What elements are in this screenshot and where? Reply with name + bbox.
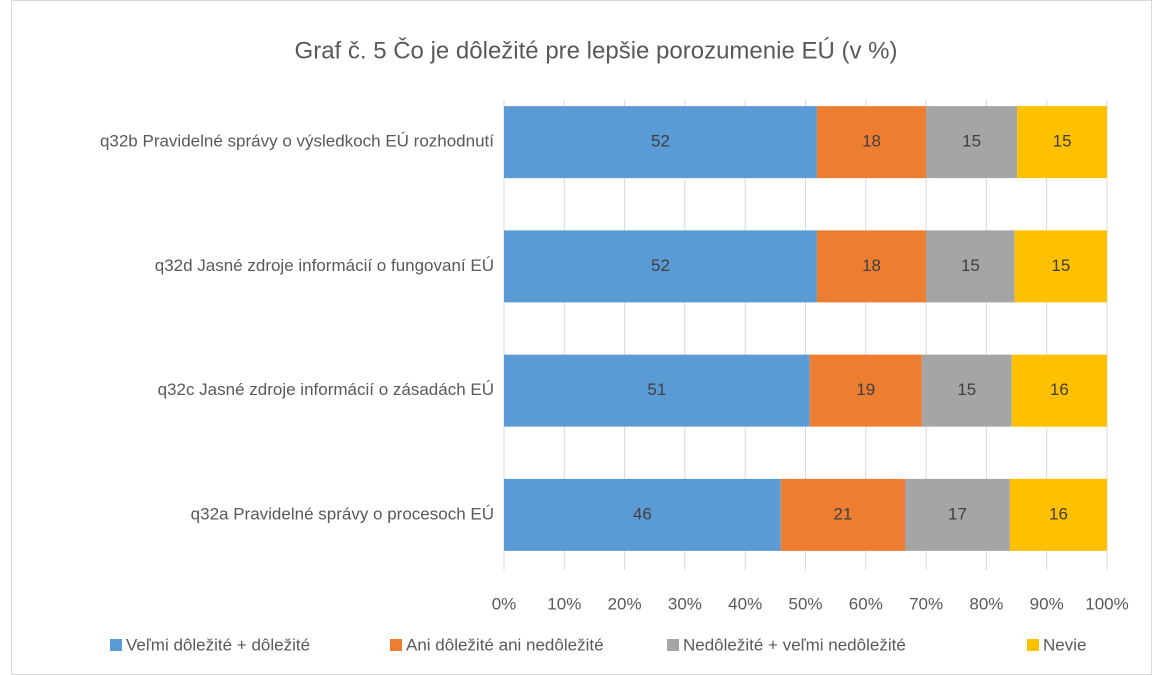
bar-segment: [1011, 354, 1107, 427]
bar-segment: [780, 478, 905, 551]
x-tick-label: 10%: [547, 594, 581, 613]
x-tick-label: 100%: [1085, 594, 1128, 613]
y-tick-label: q32b Pravidelné správy o výsledkoch EÚ r…: [100, 132, 494, 151]
bar-segment: [1009, 478, 1107, 551]
bar-segment: [816, 230, 927, 303]
x-tick-label: 90%: [1030, 594, 1064, 613]
data-label: 15: [962, 132, 981, 151]
bar-segment: [809, 354, 922, 427]
data-label: 15: [1051, 256, 1070, 275]
legend-label: Nedôležité + veľmi nedôležité: [683, 635, 906, 654]
x-tick-label: 40%: [728, 594, 762, 613]
bar-segment: [921, 354, 1012, 427]
legend-swatch: [110, 639, 122, 651]
bar-segment: [504, 478, 781, 551]
data-label: 18: [862, 256, 881, 275]
legend-label: Veľmi dôležité + dôležité: [126, 635, 310, 654]
data-label: 15: [961, 256, 980, 275]
bar-segment: [816, 106, 927, 179]
x-tick-label: 30%: [668, 594, 702, 613]
data-label: 51: [647, 380, 666, 399]
data-label: 15: [1053, 132, 1072, 151]
x-tick-label: 20%: [608, 594, 642, 613]
bar-segment: [926, 106, 1018, 179]
legend-swatch: [667, 639, 679, 651]
data-label: 18: [862, 132, 881, 151]
data-label: 16: [1049, 504, 1068, 523]
data-label: 46: [633, 504, 652, 523]
data-label: 52: [651, 132, 670, 151]
legend-swatch: [1027, 639, 1039, 651]
bar-segment: [504, 106, 817, 179]
chart-title: Graf č. 5 Čo je dôležité pre lepšie poro…: [295, 36, 898, 64]
bar-segment: [926, 230, 1015, 303]
chart-frame: [11, 0, 1152, 675]
bar-segment: [1017, 106, 1107, 179]
bar-segment: [904, 478, 1010, 551]
data-label: 19: [856, 380, 875, 399]
x-tick-label: 80%: [969, 594, 1003, 613]
legend-label: Nevie: [1043, 635, 1086, 654]
bar-segment: [1014, 230, 1107, 303]
x-tick-label: 60%: [849, 594, 883, 613]
x-tick-label: 70%: [909, 594, 943, 613]
y-tick-label: q32d Jasné zdroje informácií o fungovaní…: [155, 256, 494, 275]
data-label: 21: [833, 504, 852, 523]
x-tick-label: 0%: [492, 594, 517, 613]
legend-swatch: [390, 639, 402, 651]
data-label: 52: [651, 256, 670, 275]
y-tick-label: q32c Jasné zdroje informácií o zásadách …: [158, 380, 494, 399]
x-tick-label: 50%: [788, 594, 822, 613]
bar-segment: [504, 354, 810, 427]
data-label: 16: [1050, 380, 1069, 399]
y-tick-label: q32a Pravidelné správy o procesoch EÚ: [191, 504, 494, 523]
legend-label: Ani dôležité ani nedôležité: [406, 635, 604, 654]
bar-segment: [504, 230, 817, 303]
data-label: 17: [948, 504, 967, 523]
data-label: 15: [957, 380, 976, 399]
